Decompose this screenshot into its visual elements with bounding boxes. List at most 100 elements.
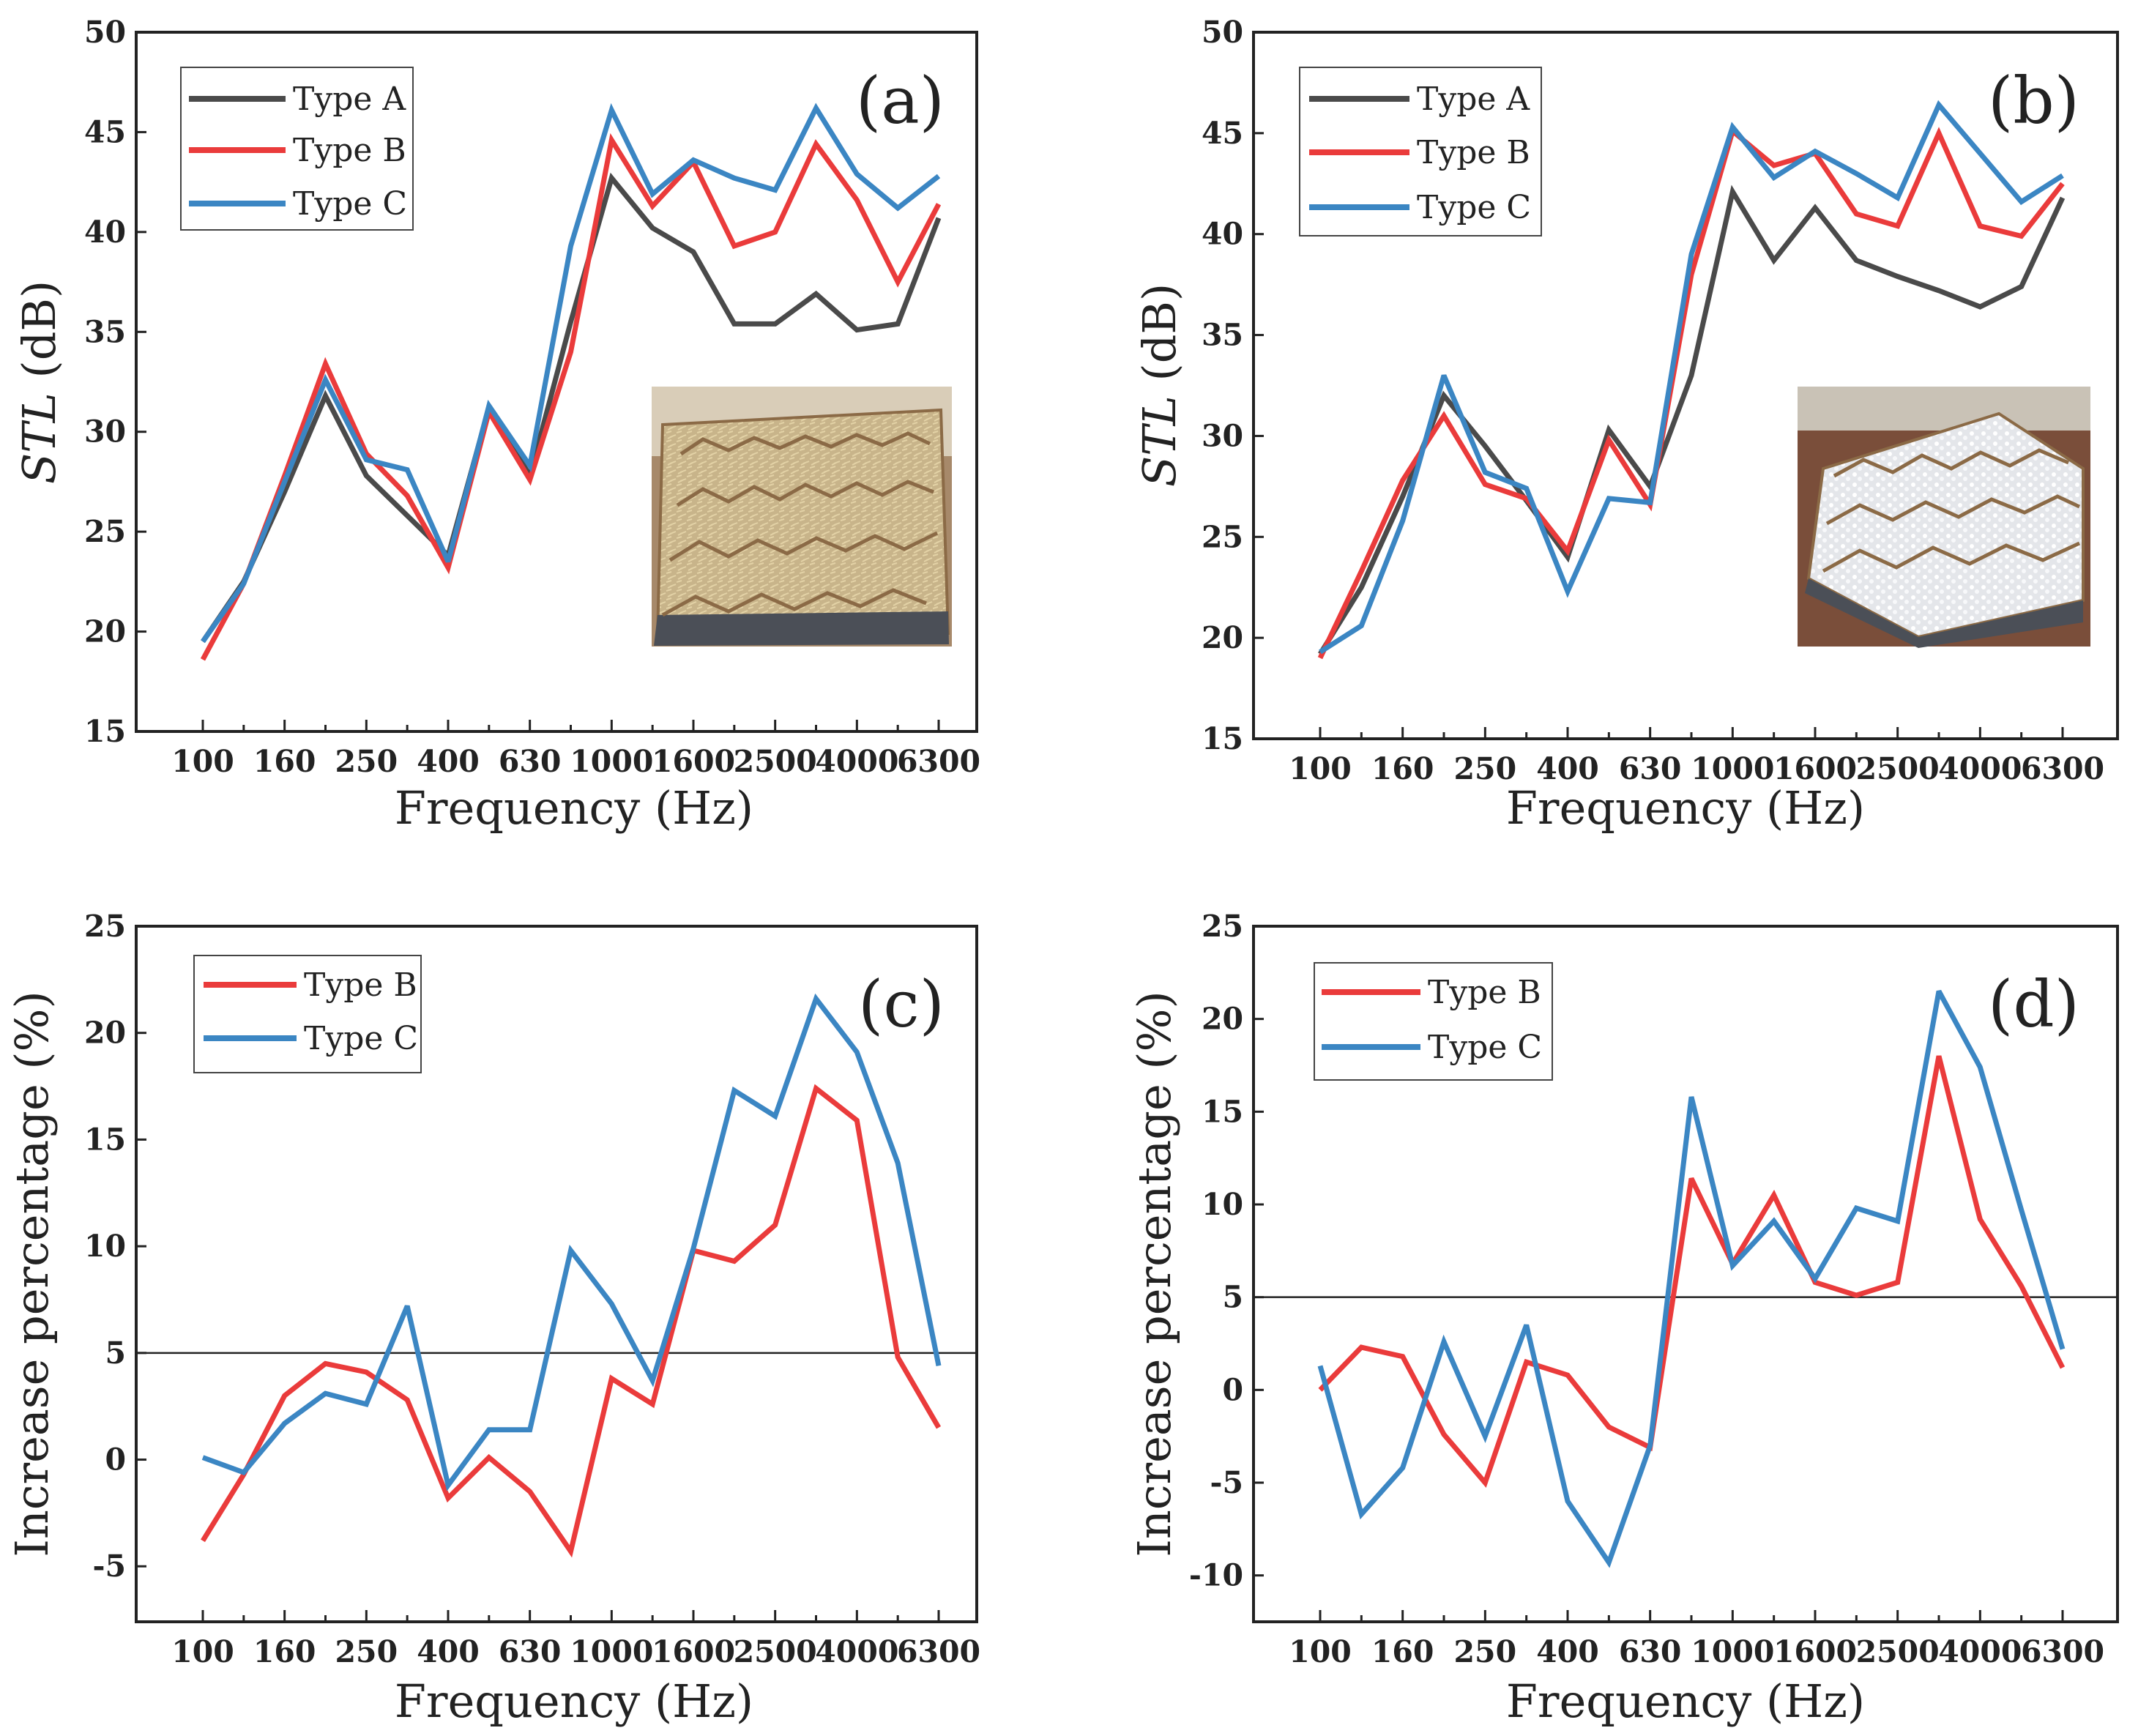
legend-c: Type B Type C xyxy=(193,955,422,1073)
y-axis-title-italic-b: STL xyxy=(1133,395,1186,487)
panel-d: -10 -5 0 5 10 15 20 25 100 160 250 400 630 1000160025… xyxy=(1128,909,2119,1728)
x-tick-label-b-8: 4000 xyxy=(1938,751,2022,786)
panel-d-axes: -10 -5 0 5 10 15 20 25 100 160 250 400 630 1000160025… xyxy=(1189,909,2118,1669)
panel-c-series xyxy=(201,993,942,1558)
plot-frame-c xyxy=(135,925,978,1623)
panel-b-series xyxy=(1317,100,2066,660)
x-tick-label-b-1: 160 xyxy=(1371,751,1434,786)
x-axis-title-a: Frequency (Hz) xyxy=(395,781,753,835)
y-tick-label-d-1: -5 xyxy=(1210,1465,1243,1500)
legend-label-c-type-b: Type B xyxy=(304,966,417,1004)
y-tick-label-b-4: 35 xyxy=(1202,318,1243,353)
inset-photo-a xyxy=(652,387,952,647)
y-tick-label-c-3: 10 xyxy=(84,1229,126,1264)
x-tick-label-c-1: 160 xyxy=(253,1634,316,1669)
x-tick-label-d-6: 1600 xyxy=(1773,1634,1857,1669)
x-tick-label-d-9: 6300 xyxy=(2021,1634,2104,1669)
y-tick-label-c-2: 5 xyxy=(105,1335,126,1371)
y-tick-label-c-0: -5 xyxy=(92,1549,126,1584)
x-tick-label-d-2: 250 xyxy=(1454,1634,1517,1669)
y-tick-label-d-3: 5 xyxy=(1222,1280,1243,1315)
series-line-b-type-c xyxy=(1319,100,2064,655)
panel-b: 15 20 25 30 35 40 45 50 100 160 250 400 630 100016002… xyxy=(1133,15,2119,835)
series-line-b-type-b xyxy=(1317,126,2065,660)
x-tick-label-c-4: 630 xyxy=(499,1634,562,1669)
x-tick-label-a-5: 1000 xyxy=(570,744,653,779)
x-tick-label-d-7: 2500 xyxy=(1856,1634,1940,1669)
series-line-a-type-c xyxy=(201,103,941,644)
y-tick-label-a-4: 35 xyxy=(84,314,126,349)
y-axis-title-unit-b: (dB) xyxy=(1133,283,1186,395)
series-line-a-type-b xyxy=(200,133,942,661)
y-tick-label-d-5: 15 xyxy=(1202,1094,1243,1129)
panel-label-b: (b) xyxy=(1988,63,2079,138)
series-line-c-type-b xyxy=(201,1084,942,1558)
x-tick-label-d-5: 1000 xyxy=(1691,1634,1774,1669)
x-tick-label-a-6: 1600 xyxy=(652,744,735,779)
series-line-b-type-a xyxy=(1318,185,2066,656)
legend-label-b-type-a: Type A xyxy=(1417,81,1530,118)
x-tick-label-b-5: 1000 xyxy=(1691,751,1774,786)
panel-c-axes: -5 0 5 10 15 20 25 100 160 250 400 630 1000160025004… xyxy=(84,909,980,1669)
y-tick-label-a-2: 25 xyxy=(84,514,126,549)
y-tick-label-b-0: 15 xyxy=(1202,721,1243,756)
x-tick-label-c-6: 1600 xyxy=(652,1634,735,1669)
plot-frame-a xyxy=(135,31,978,733)
y-axis-title-b: STL (dB) xyxy=(1133,283,1186,487)
legend-label-d-type-b: Type B xyxy=(1428,974,1541,1011)
legend-label-b-type-b: Type B xyxy=(1417,134,1530,171)
y-tick-label-a-7: 50 xyxy=(84,15,126,50)
panel-label-c: (c) xyxy=(858,966,945,1042)
plot-frame-d xyxy=(1252,925,2119,1623)
x-tick-label-b-0: 100 xyxy=(1289,751,1352,786)
y-tick-label-d-2: 0 xyxy=(1222,1372,1243,1407)
y-tick-label-d-7: 25 xyxy=(1202,909,1243,944)
x-tick-label-d-4: 630 xyxy=(1619,1634,1682,1669)
series-line-a-type-a xyxy=(201,172,942,644)
x-tick-label-b-6: 1600 xyxy=(1773,751,1857,786)
y-tick-label-c-5: 20 xyxy=(84,1016,126,1051)
y-axis-title-a: STL (dB) xyxy=(12,280,66,484)
y-tick-label-b-2: 25 xyxy=(1202,519,1243,554)
x-tick-label-c-8: 4000 xyxy=(815,1634,898,1669)
x-tick-label-b-4: 630 xyxy=(1619,751,1682,786)
y-tick-label-b-5: 40 xyxy=(1202,217,1243,252)
x-tick-label-a-9: 6300 xyxy=(897,744,980,779)
y-tick-label-b-3: 30 xyxy=(1202,418,1243,453)
x-tick-label-c-0: 100 xyxy=(171,1634,234,1669)
x-tick-label-c-7: 2500 xyxy=(734,1634,817,1669)
legend-label-b-type-c: Type C xyxy=(1417,189,1531,226)
legend-d: Type B Type C xyxy=(1314,962,1553,1081)
y-axis-title-unit-c: Increase percentage (%) xyxy=(5,991,59,1557)
x-tick-label-c-2: 250 xyxy=(335,1634,398,1669)
inset-photo-b xyxy=(1798,387,2090,648)
x-tick-label-d-3: 400 xyxy=(1536,1634,1599,1669)
series-line-d-type-c xyxy=(1317,990,2066,1568)
x-tick-label-b-3: 400 xyxy=(1536,751,1599,786)
y-tick-label-d-0: -10 xyxy=(1189,1558,1243,1593)
x-tick-label-b-2: 250 xyxy=(1454,751,1517,786)
x-tick-label-a-8: 4000 xyxy=(815,744,898,779)
y-tick-label-a-1: 20 xyxy=(84,614,126,649)
x-tick-label-c-3: 400 xyxy=(417,1634,480,1669)
x-tick-label-a-3: 400 xyxy=(417,744,480,779)
x-axis-title-b: Frequency (Hz) xyxy=(1506,781,1865,835)
legend-label-d-type-c: Type C xyxy=(1428,1029,1542,1066)
x-axis-title-d: Frequency (Hz) xyxy=(1506,1674,1865,1728)
x-tick-label-c-5: 1000 xyxy=(570,1634,653,1669)
y-tick-label-a-6: 45 xyxy=(84,114,126,149)
y-tick-label-d-6: 20 xyxy=(1202,1002,1243,1037)
y-tick-label-c-4: 15 xyxy=(84,1122,126,1157)
x-tick-label-d-0: 100 xyxy=(1289,1634,1352,1669)
legend-b: Type A Type B Type C xyxy=(1299,67,1542,236)
x-tick-label-a-1: 160 xyxy=(253,744,316,779)
y-tick-label-a-3: 30 xyxy=(84,414,126,450)
y-tick-label-b-7: 50 xyxy=(1202,15,1243,50)
x-tick-label-a-7: 2500 xyxy=(734,744,817,779)
y-tick-label-a-0: 15 xyxy=(84,714,126,749)
y-axis-title-unit-d: Increase percentage (%) xyxy=(1128,991,1181,1557)
legend-label-a-type-a: Type A xyxy=(293,81,406,118)
y-axis-title-unit-a: (dB) xyxy=(12,280,66,392)
x-tick-label-c-9: 6300 xyxy=(897,1634,980,1669)
